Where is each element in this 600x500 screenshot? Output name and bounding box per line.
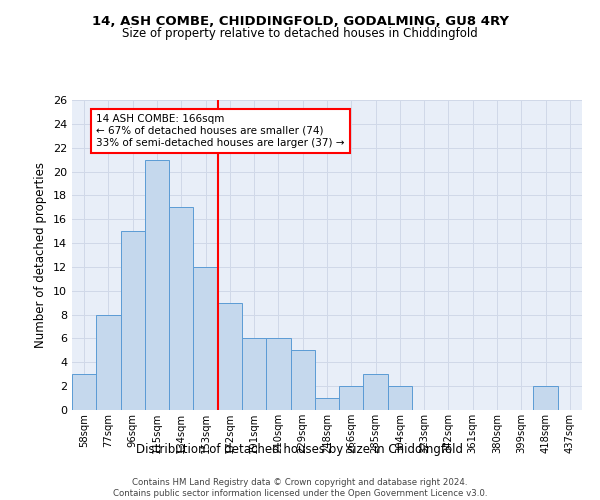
Bar [145,160,169,410]
Y-axis label: Number of detached properties: Number of detached properties [34,162,47,348]
Bar [315,398,339,410]
Text: Size of property relative to detached houses in Chiddingfold: Size of property relative to detached ho… [122,28,478,40]
Text: Distribution of detached houses by size in Chiddingfold: Distribution of detached houses by size … [137,442,464,456]
Bar [169,208,193,410]
Bar [218,302,242,410]
Bar [339,386,364,410]
Bar [193,267,218,410]
Bar [388,386,412,410]
Bar [242,338,266,410]
Bar [364,374,388,410]
Bar [121,231,145,410]
Bar [533,386,558,410]
Bar [72,374,96,410]
Text: Contains HM Land Registry data © Crown copyright and database right 2024.
Contai: Contains HM Land Registry data © Crown c… [113,478,487,498]
Text: 14, ASH COMBE, CHIDDINGFOLD, GODALMING, GU8 4RY: 14, ASH COMBE, CHIDDINGFOLD, GODALMING, … [91,15,509,28]
Bar [96,314,121,410]
Bar [290,350,315,410]
Bar [266,338,290,410]
Text: 14 ASH COMBE: 166sqm
← 67% of detached houses are smaller (74)
33% of semi-detac: 14 ASH COMBE: 166sqm ← 67% of detached h… [96,114,345,148]
